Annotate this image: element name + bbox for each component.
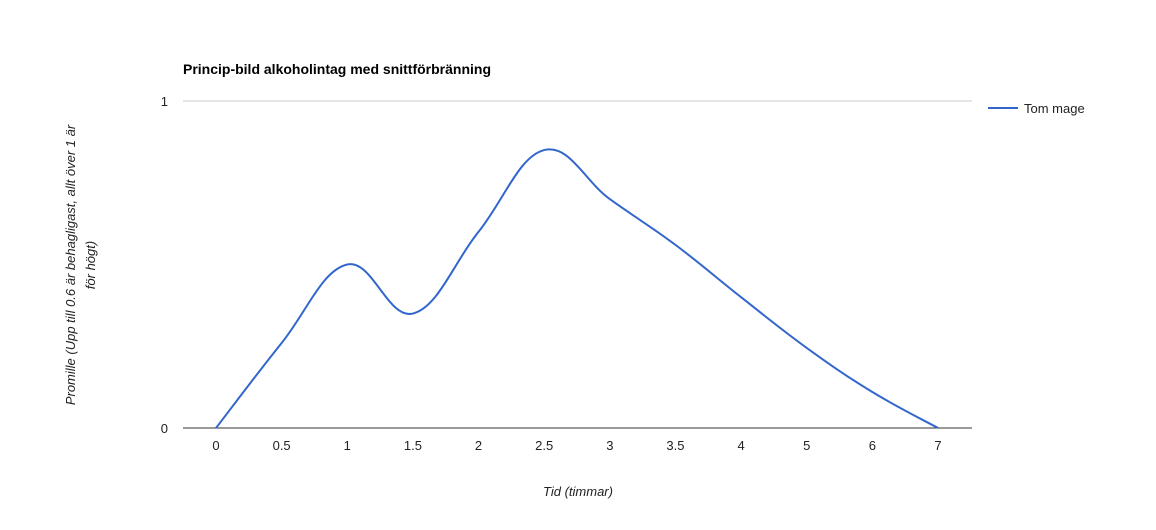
- x-tick-label: 0.5: [273, 438, 291, 453]
- legend-label: Tom mage: [1024, 101, 1085, 116]
- x-tick-label: 2.5: [535, 438, 553, 453]
- x-tick-label: 7: [934, 438, 941, 453]
- x-tick-label: 1: [344, 438, 351, 453]
- y-tick-label: 0: [161, 421, 168, 436]
- x-tick-label: 0: [212, 438, 219, 453]
- y-tick-label: 1: [161, 94, 168, 109]
- y-axis-label-line2: för högt): [83, 241, 98, 289]
- x-tick-label: 6: [869, 438, 876, 453]
- x-tick-label: 3.5: [666, 438, 684, 453]
- chart-title: Princip-bild alkoholintag med snittförbr…: [183, 61, 491, 77]
- x-tick-label: 1.5: [404, 438, 422, 453]
- y-axis-label: Promille (Upp till 0.6 är behagligast, a…: [63, 124, 78, 405]
- x-tick-label: 4: [737, 438, 744, 453]
- x-tick-label: 3: [606, 438, 613, 453]
- x-tick-label: 5: [803, 438, 810, 453]
- x-tick-label: 2: [475, 438, 482, 453]
- x-axis-label: Tid (timmar): [543, 484, 613, 499]
- series-line-tom-mage: [215, 148, 939, 429]
